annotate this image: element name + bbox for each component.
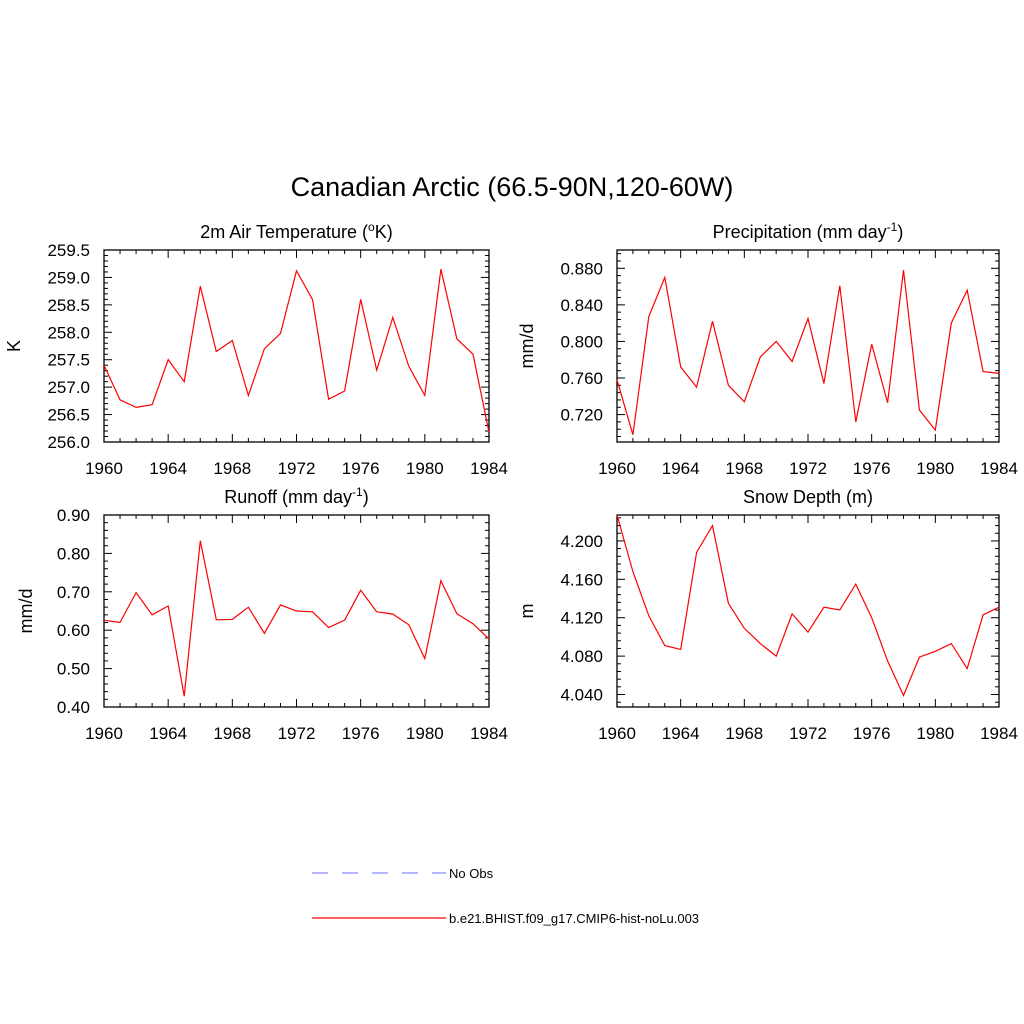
x-tick-label: 1976: [853, 724, 891, 743]
y-tick-label: 258.0: [47, 323, 90, 342]
y-tick-label: 0.800: [560, 332, 603, 351]
panel-title-end: K): [375, 222, 393, 242]
legend: No Obs b.e21.BHIST.f09_g17.CMIP6-hist-noL…: [312, 866, 699, 926]
y-tick-label: 0.90: [57, 506, 90, 525]
panel-title-sup: -1: [887, 220, 898, 234]
x-tick-label: 1972: [278, 724, 316, 743]
y-tick-label: 4.120: [560, 609, 603, 628]
y-tick-label: 256.5: [47, 406, 90, 425]
plot-frame: [616, 249, 1000, 443]
series-line: [103, 540, 490, 697]
y-tick-label: 0.880: [560, 259, 603, 278]
x-tick-label: 1984: [980, 724, 1018, 743]
panels: 2m Air Temperature (oK)1960 1964 1968 1972 1…: [4, 220, 1018, 743]
y-tick-label: 0.80: [57, 544, 90, 563]
y-axis-label: K: [4, 340, 24, 352]
x-tick-label: 1984: [470, 724, 508, 743]
x-tick-label: 1968: [213, 724, 251, 743]
x-tick-label: 1960: [85, 724, 123, 743]
x-tick-label: 1972: [278, 459, 316, 478]
y-tick-label: 0.60: [57, 621, 90, 640]
panel-title-main: Precipitation (mm day: [713, 222, 887, 242]
panel-2: Precipitation (mm day-1) 1960 1964 1968 1972…: [517, 220, 1018, 478]
x-tick-label: 1960: [598, 459, 636, 478]
panel-title-end: ): [363, 487, 369, 507]
series-line: [616, 514, 1000, 697]
x-tick-label: 1964: [662, 724, 700, 743]
y-tick-label: 0.720: [560, 406, 603, 425]
y-tick-label: 4.040: [560, 686, 603, 705]
x-tick-label: 1968: [725, 724, 763, 743]
x-tick-label: 1964: [149, 724, 187, 743]
x-tick-label: 1964: [149, 459, 187, 478]
x-tick-label: 1964: [662, 459, 700, 478]
y-tick-label: 259.0: [47, 268, 90, 287]
figure-title: Canadian Arctic (66.5-90N,120-60W): [291, 172, 734, 202]
x-tick-label: 1976: [342, 459, 380, 478]
series-line: [103, 269, 490, 433]
panel-title: Runoff (mm day-1): [224, 485, 368, 507]
panel-title-main: Snow Depth (m): [743, 487, 873, 507]
y-tick-label: 4.200: [560, 532, 603, 551]
x-tick-label: 1976: [853, 459, 891, 478]
x-tick-label: 1968: [725, 459, 763, 478]
legend-label: b.e21.BHIST.f09_g17.CMIP6-hist-noLu.003: [449, 911, 699, 926]
panel-title-sup: o: [368, 220, 375, 234]
y-axis-label: m: [517, 604, 537, 619]
plot-frame: [616, 514, 1000, 708]
x-tick-label: 1972: [789, 459, 827, 478]
x-tick-label: 1980: [406, 459, 444, 478]
x-tick-label: 1968: [213, 459, 251, 478]
y-tick-label: 4.080: [560, 647, 603, 666]
panel-title-main: 2m Air Temperature (: [200, 222, 368, 242]
y-axis-label: mm/d: [16, 589, 36, 634]
y-tick-label: 258.5: [47, 296, 90, 315]
x-tick-label: 1984: [980, 459, 1018, 478]
x-tick-label: 1972: [789, 724, 827, 743]
y-tick-label: 0.40: [57, 698, 90, 717]
panel-title: Snow Depth (m): [743, 487, 873, 507]
y-tick-label: 257.0: [47, 378, 90, 397]
y-tick-label: 256.0: [47, 433, 90, 452]
x-tick-label: 1980: [916, 459, 954, 478]
y-tick-label: 0.70: [57, 583, 90, 602]
legend-label: No Obs: [449, 866, 494, 881]
panel-4: Snow Depth (m) 1960 1964 1968 1972 1976 1980 19…: [517, 487, 1018, 743]
y-tick-label: 0.50: [57, 660, 90, 679]
panel-title-sup: -1: [352, 485, 363, 499]
x-tick-label: 1980: [916, 724, 954, 743]
y-axis-label: mm/d: [517, 324, 537, 369]
panel-title-end: ): [897, 222, 903, 242]
y-tick-label: 259.5: [47, 241, 90, 260]
y-tick-label: 257.5: [47, 351, 90, 370]
panel-title-main: Runoff (mm day: [224, 487, 352, 507]
y-tick-label: 4.160: [560, 570, 603, 589]
panel-title: 2m Air Temperature (oK): [200, 220, 392, 242]
panel-1: 2m Air Temperature (oK) 1960 1964 1968 1972 1…: [4, 220, 508, 478]
panel-3: Runoff (mm day-1) 1960 1964 1968 1972 1976 198…: [16, 485, 508, 743]
x-tick-label: 1960: [85, 459, 123, 478]
x-tick-label: 1960: [598, 724, 636, 743]
x-tick-label: 1976: [342, 724, 380, 743]
panel-title: Precipitation (mm day-1): [713, 220, 904, 242]
y-tick-label: 0.760: [560, 369, 603, 388]
x-tick-label: 1980: [406, 724, 444, 743]
x-tick-label: 1984: [470, 459, 508, 478]
y-tick-label: 0.840: [560, 296, 603, 315]
series-line: [616, 270, 1000, 435]
